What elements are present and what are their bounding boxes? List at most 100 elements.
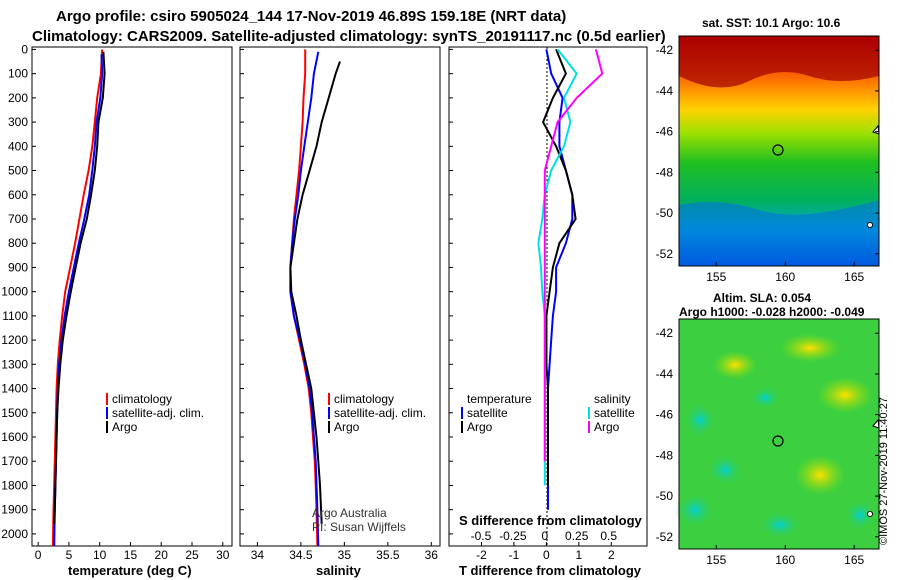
- temperature-axis-label: temperature (deg C): [68, 563, 192, 578]
- series-line-temperature-argo: [541, 49, 577, 486]
- lon-tick-label: 155: [706, 553, 726, 567]
- depth-tick-label: 200: [8, 91, 28, 105]
- legend-s-argo: Argo: [594, 420, 620, 434]
- temperature-legend: climatology satellite-adj. clim. Argo: [106, 392, 204, 434]
- lat-tick-label: -42: [656, 326, 674, 340]
- lon-tick-label: 155: [706, 270, 726, 284]
- lat-tick-label: -48: [656, 448, 674, 462]
- lon-tick-label: 165: [844, 270, 864, 284]
- difference-series: [537, 48, 604, 510]
- depth-tick-label: 1800: [1, 478, 28, 492]
- legend-t-argo: Argo: [467, 420, 493, 434]
- sla-map-lat-axis: -42 -44 -46 -48 -50 -52: [656, 326, 879, 544]
- salinity-legend: climatology satellite-adj. clim. Argo: [328, 392, 426, 434]
- temperature-x-axis: 0 5 10 15 20 25 30: [35, 542, 230, 562]
- difference-x-axis: -2 -1 0 1 2: [476, 542, 615, 562]
- s-tick-label: -0.5: [471, 529, 492, 543]
- depth-tick-label: 800: [8, 236, 28, 250]
- depth-axis: 0 100 200 300 400 500 600 700 800 900 1000 1100 1200…: [1, 42, 453, 541]
- depth-tick-label: 100: [8, 67, 28, 81]
- x-tick-label: 15: [124, 548, 138, 562]
- legend-argo: Argo: [112, 420, 138, 434]
- lat-tick-label: -42: [656, 43, 674, 57]
- legend-climatology: climatology: [334, 392, 394, 406]
- lat-tick-label: -50: [656, 206, 674, 220]
- s-difference-axis-label: S difference from climatology: [459, 513, 643, 528]
- credit-line2: PI: Susan Wijffels: [312, 520, 406, 534]
- salinity-panel-frame: [239, 46, 441, 547]
- sst-map: [678, 35, 880, 267]
- lat-tick-label: -44: [656, 84, 674, 98]
- sla-map-title-line1: Altim. SLA: 0.054: [713, 291, 812, 305]
- lat-tick-label: -50: [656, 489, 674, 503]
- depth-tick-label: 1600: [1, 430, 28, 444]
- difference-axis-label: T difference from climatology: [459, 563, 642, 578]
- argo-location-marker: [772, 144, 784, 156]
- x-tick-label: 0: [35, 548, 42, 562]
- s-tick-label: -0.25: [499, 529, 527, 543]
- temperature-series: [51, 49, 106, 547]
- lat-tick-label: -46: [656, 408, 674, 422]
- depth-tick-label: 300: [8, 115, 28, 129]
- series-line-argo: [289, 61, 341, 525]
- depth-tick-label: 500: [8, 164, 28, 178]
- x-tick-label: 35: [338, 548, 352, 562]
- series-line-climatology: [51, 49, 104, 547]
- sla-map-title-line2: Argo h1000: -0.028 h2000: -0.049: [679, 305, 865, 319]
- lat-tick-label: -52: [656, 530, 674, 544]
- x-tick-label: 34.5: [289, 548, 313, 562]
- temperature-panel-frame: [31, 46, 233, 547]
- depth-tick-label: 2000: [1, 527, 28, 541]
- x-tick-label: 36: [425, 548, 439, 562]
- salinity-difference-x-axis: -0.5 -0.25 0 0.25 0.5: [471, 529, 618, 543]
- x-tick-label: -2: [476, 548, 487, 562]
- x-tick-label: 0: [543, 548, 550, 562]
- argo-location-marker: [772, 435, 784, 447]
- credit-line1: Argo Australia: [312, 506, 387, 520]
- salinity-x-axis: 34 34.5 35 35.5 36: [251, 542, 439, 562]
- depth-tick-label: 400: [8, 139, 28, 153]
- depth-tick-label: 600: [8, 188, 28, 202]
- depth-tick-label: 1200: [1, 333, 28, 347]
- sst-map-lon-axis: 155 160 165: [706, 262, 865, 284]
- sst-map-lat-axis: -42 -44 -46 -48 -50 -52: [656, 43, 879, 261]
- difference-legend: temperature satellite Argo salinity sate…: [461, 392, 635, 434]
- depth-tick-label: 1900: [1, 503, 28, 517]
- x-tick-label: 10: [93, 548, 107, 562]
- legend-satellite-adj: satellite-adj. clim.: [112, 406, 204, 420]
- legend-argo: Argo: [334, 420, 360, 434]
- x-tick-label: 30: [216, 548, 230, 562]
- lat-tick-label: -48: [656, 165, 674, 179]
- x-tick-label: 1: [575, 548, 582, 562]
- x-tick-label: 20: [155, 548, 169, 562]
- legend-salinity-heading: salinity: [594, 392, 631, 406]
- series-line-satellite-adj-clim-: [289, 51, 320, 547]
- series-line-salinity-argo: [543, 49, 604, 462]
- series-line-argo: [53, 51, 106, 525]
- lon-tick-label: 160: [775, 553, 795, 567]
- salinity-series: [289, 49, 341, 547]
- difference-panel-frame: [448, 46, 648, 547]
- lat-tick-label: -44: [656, 367, 674, 381]
- depth-tick-label: 1000: [1, 285, 28, 299]
- depth-tick-label: 1700: [1, 454, 28, 468]
- depth-tick-label: 1500: [1, 406, 28, 420]
- sla-map: [675, 318, 880, 550]
- depth-tick-label: 700: [8, 212, 28, 226]
- lon-tick-label: 160: [775, 270, 795, 284]
- x-tick-label: 2: [608, 548, 615, 562]
- x-tick-label: 34: [251, 548, 265, 562]
- lat-tick-label: -46: [656, 125, 674, 139]
- series-line-climatology: [289, 49, 319, 547]
- depth-tick-label: 1300: [1, 357, 28, 371]
- depth-tick-label: 900: [8, 260, 28, 274]
- legend-satellite-adj: satellite-adj. clim.: [334, 406, 426, 420]
- depth-tick-label: 0: [21, 42, 28, 56]
- legend-s-satellite: satellite: [594, 406, 635, 420]
- legend-temperature-heading: temperature: [467, 392, 532, 406]
- depth-tick-label: 1100: [2, 309, 28, 323]
- s-tick-label: 0.25: [565, 529, 589, 543]
- lat-tick-label: -52: [656, 247, 674, 261]
- x-tick-label: 35.5: [376, 548, 400, 562]
